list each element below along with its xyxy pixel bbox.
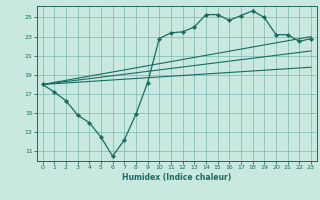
X-axis label: Humidex (Indice chaleur): Humidex (Indice chaleur) [122,173,231,182]
